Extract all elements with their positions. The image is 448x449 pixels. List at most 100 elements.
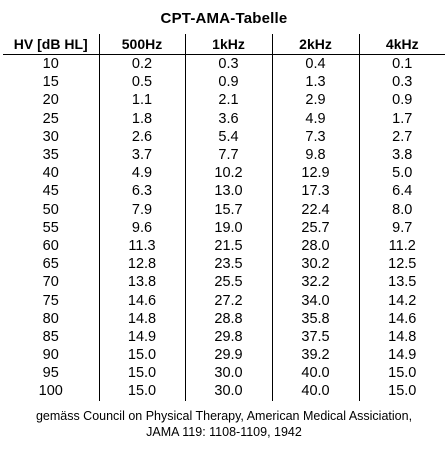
cell-1khz: 5.4 [184,127,272,146]
cell-1khz: 3.6 [184,109,272,128]
cell-1khz: 13.0 [184,182,272,201]
table-row: 75 14.6 27.2 34.0 14.2 [3,291,445,310]
cell-500hz: 15.0 [98,346,185,365]
footnote-line-2: JAMA 119: 1108-1109, 1942 [146,425,302,439]
table-row: 40 4.9 10.2 12.9 5.0 [3,164,445,183]
cell-500hz: 14.9 [98,327,185,346]
table-row: 55 9.6 19.0 25.7 9.7 [3,218,445,237]
cell-500hz: 12.8 [98,255,185,274]
table-row: 25 1.8 3.6 4.9 1.7 [3,109,445,128]
table-title: CPT-AMA-Tabelle [160,10,288,27]
cell-4khz: 0.1 [358,54,445,74]
cell-1khz: 2.1 [184,91,272,110]
cell-500hz: 1.8 [98,109,185,128]
cell-hv: 75 [42,292,59,309]
cell-4khz: 14.8 [358,327,445,346]
cell-1khz: 19.0 [184,218,272,237]
table-row: 65 12.8 23.5 30.2 12.5 [3,255,445,274]
cell-500hz: 15.0 [98,382,185,401]
cell-hv: 10 [42,56,59,73]
cell-hv: 65 [42,256,59,273]
cell-hv: 15 [42,74,59,91]
table-row: 30 2.6 5.4 7.3 2.7 [3,127,445,146]
table-header: HV [dB HL] 500Hz 1kHz 2kHz 4kHz [3,34,445,55]
column-header-4khz: 4kHz [358,34,445,55]
cell-500hz: 0.5 [98,73,185,92]
column-header-hv: HV [dB HL] [3,34,99,55]
cell-2khz: 22.4 [271,200,359,219]
cell-4khz: 15.0 [358,364,445,383]
cell-1khz: 23.5 [184,255,272,274]
cell-4khz: 13.5 [358,273,445,292]
table-row: 60 11.3 21.5 28.0 11.2 [3,236,445,256]
table-body: 10 0.2 0.3 0.4 0.1 15 0.5 0.9 1.3 0.3 20 1.1 2.1 2.9 0… [3,54,445,401]
cell-hv: 60 [42,237,59,254]
cell-2khz: 40.0 [271,382,359,401]
cell-2khz: 4.9 [271,109,359,128]
cell-1khz: 0.3 [184,54,272,74]
cell-2khz: 30.2 [271,255,359,274]
table-row: 10 0.2 0.3 0.4 0.1 [3,54,445,74]
cell-500hz: 3.7 [98,145,185,165]
cell-4khz: 3.8 [358,145,445,165]
cell-500hz: 1.1 [98,91,185,110]
cell-hv: 30 [42,128,59,145]
cell-hv: 80 [42,310,59,327]
table-row: 20 1.1 2.1 2.9 0.9 [3,91,445,110]
cell-hv: 45 [42,183,59,200]
cell-4khz: 6.4 [358,182,445,201]
cell-4khz: 14.9 [358,346,445,365]
table-row: 50 7.9 15.7 22.4 8.0 [3,200,445,219]
table-row: 85 14.9 29.8 37.5 14.8 [3,327,445,346]
cell-4khz: 11.2 [358,236,445,256]
table-row: 80 14.8 28.8 35.8 14.6 [3,309,445,328]
cell-2khz: 40.0 [271,364,359,383]
cell-hv: 50 [42,201,59,218]
cell-hv: 40 [42,165,59,182]
cell-4khz: 14.6 [358,309,445,328]
table-row: 100 15.0 30.0 40.0 15.0 [3,382,445,401]
cell-1khz: 0.9 [184,73,272,92]
cell-hv: 25 [42,110,59,127]
cell-2khz: 35.8 [271,309,359,328]
cell-4khz: 8.0 [358,200,445,219]
cell-hv: 100 [38,383,63,400]
cell-2khz: 28.0 [271,236,359,256]
cell-2khz: 32.2 [271,273,359,292]
cell-2khz: 2.9 [271,91,359,110]
cell-2khz: 17.3 [271,182,359,201]
cell-2khz: 12.9 [271,164,359,183]
cell-4khz: 9.7 [358,218,445,237]
column-header-2khz: 2kHz [271,34,359,55]
cell-1khz: 28.8 [184,309,272,328]
cell-2khz: 25.7 [271,218,359,237]
cell-500hz: 6.3 [98,182,185,201]
cell-hv: 35 [42,147,59,164]
cell-1khz: 7.7 [184,145,272,165]
cell-500hz: 9.6 [98,218,185,237]
cell-2khz: 7.3 [271,127,359,146]
cell-hv: 55 [42,219,59,236]
cell-500hz: 14.8 [98,309,185,328]
cell-4khz: 2.7 [358,127,445,146]
cell-4khz: 12.5 [358,255,445,274]
source-footnote: gemäss Council on Physical Therapy, Amer… [0,408,448,440]
table-row: 45 6.3 13.0 17.3 6.4 [3,182,445,201]
cell-500hz: 15.0 [98,364,185,383]
cell-hv: 70 [42,274,59,291]
cell-500hz: 7.9 [98,200,185,219]
cell-500hz: 14.6 [98,291,185,310]
cell-500hz: 4.9 [98,164,185,183]
cell-4khz: 1.7 [358,109,445,128]
cell-hv: 20 [42,92,59,109]
cell-4khz: 15.0 [358,382,445,401]
cell-hv: 90 [42,347,59,364]
column-header-1khz: 1kHz [184,34,272,55]
cell-500hz: 0.2 [98,54,185,74]
cell-1khz: 29.9 [184,346,272,365]
cell-500hz: 13.8 [98,273,185,292]
cell-1khz: 29.8 [184,327,272,346]
cell-hv: 85 [42,328,59,345]
table-row: 70 13.8 25.5 32.2 13.5 [3,273,445,292]
header-row: HV [dB HL] 500Hz 1kHz 2kHz 4kHz [3,34,445,55]
